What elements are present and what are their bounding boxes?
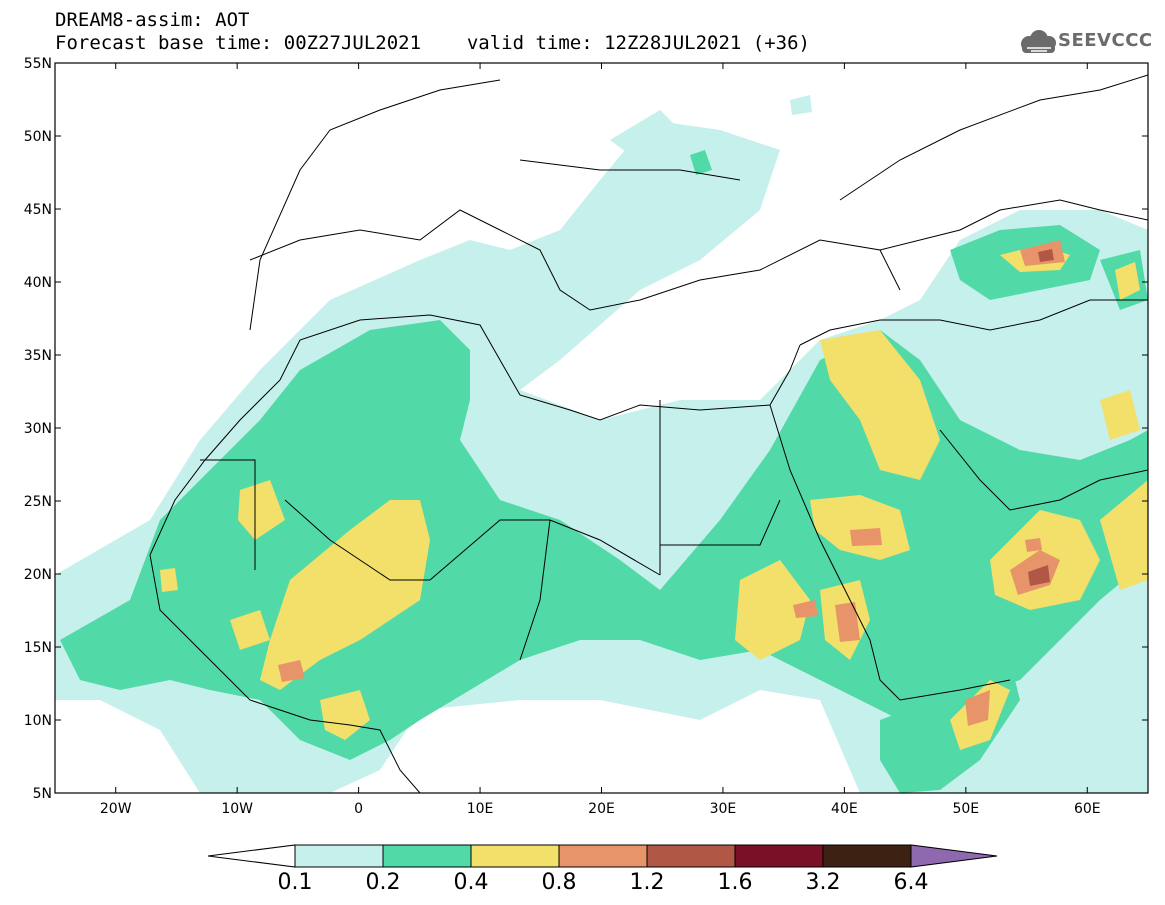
- lat-tick-label: 45N: [24, 202, 52, 218]
- lat-tick-label: 10N: [24, 713, 52, 729]
- lon-tick-label: 20E: [588, 801, 615, 817]
- lon-tick-label: 10W: [221, 801, 253, 817]
- colorbar-label: 0.4: [453, 870, 489, 895]
- colorbar-label: 0.1: [277, 870, 313, 895]
- lon-tick-label: 30E: [710, 801, 737, 817]
- lon-tick-label: 20W: [100, 801, 132, 817]
- lat-tick-label: 50N: [24, 129, 52, 145]
- colorbar-segment: [470, 844, 560, 868]
- colorbar-label: 3.2: [805, 870, 841, 895]
- latitude-ticks: 55N 50N 45N 40N 35N 30N 25N 20N 15N 10N 5N: [24, 56, 1148, 802]
- aot-shading: [55, 95, 1148, 793]
- coastlines: [149, 74, 1148, 793]
- longitude-ticks: 20W 10W 0 10E 20E 30E 40E 50E 60E: [100, 63, 1101, 817]
- lat-tick-label: 55N: [24, 56, 52, 72]
- colorbar-segment: [558, 844, 648, 868]
- colorbar-label: 1.2: [629, 870, 665, 895]
- lat-tick-label: 20N: [24, 567, 52, 583]
- aot-band-0.4: [160, 245, 1148, 750]
- colorbar-label: 0.8: [541, 870, 577, 895]
- colorbar-min-extension: [207, 844, 296, 868]
- colorbar-label: 0.2: [365, 870, 401, 895]
- aot-band-1.2: [1028, 249, 1054, 586]
- colorbar-segment: [822, 844, 912, 868]
- lat-tick-label: 5N: [33, 786, 52, 802]
- valid-time-label: valid time: 12Z28JUL2021 (+36): [466, 32, 810, 54]
- colorbar-label: 6.4: [893, 870, 929, 895]
- lat-tick-label: 15N: [24, 640, 52, 656]
- base-time-label: Forecast base time: 00Z27JUL2021: [55, 32, 422, 54]
- lon-tick-label: 0: [354, 801, 363, 817]
- lon-tick-label: 40E: [831, 801, 858, 817]
- lat-tick-label: 30N: [24, 421, 52, 437]
- colorbar-segment: [294, 844, 384, 868]
- lat-tick-label: 25N: [24, 494, 52, 510]
- colorbar-label: 1.6: [717, 870, 753, 895]
- colorbar-segment: [734, 844, 824, 868]
- lon-tick-label: 60E: [1074, 801, 1101, 817]
- lon-tick-label: 50E: [952, 801, 979, 817]
- lat-tick-label: 35N: [24, 348, 52, 364]
- colorbar-max-extension: [910, 844, 998, 868]
- colorbar: [207, 844, 998, 868]
- logo-text: SEEVCCC: [1058, 30, 1153, 51]
- map-title: DREAM8-assim: AOT: [55, 9, 250, 31]
- colorbar-segment: [382, 844, 472, 868]
- map-subtitle: Forecast base time: 00Z27JUL2021 valid t…: [55, 33, 810, 53]
- lon-tick-label: 10E: [467, 801, 494, 817]
- colorbar-segment: [646, 844, 736, 868]
- seevccc-logo: [1021, 30, 1056, 53]
- lat-tick-label: 40N: [24, 275, 52, 291]
